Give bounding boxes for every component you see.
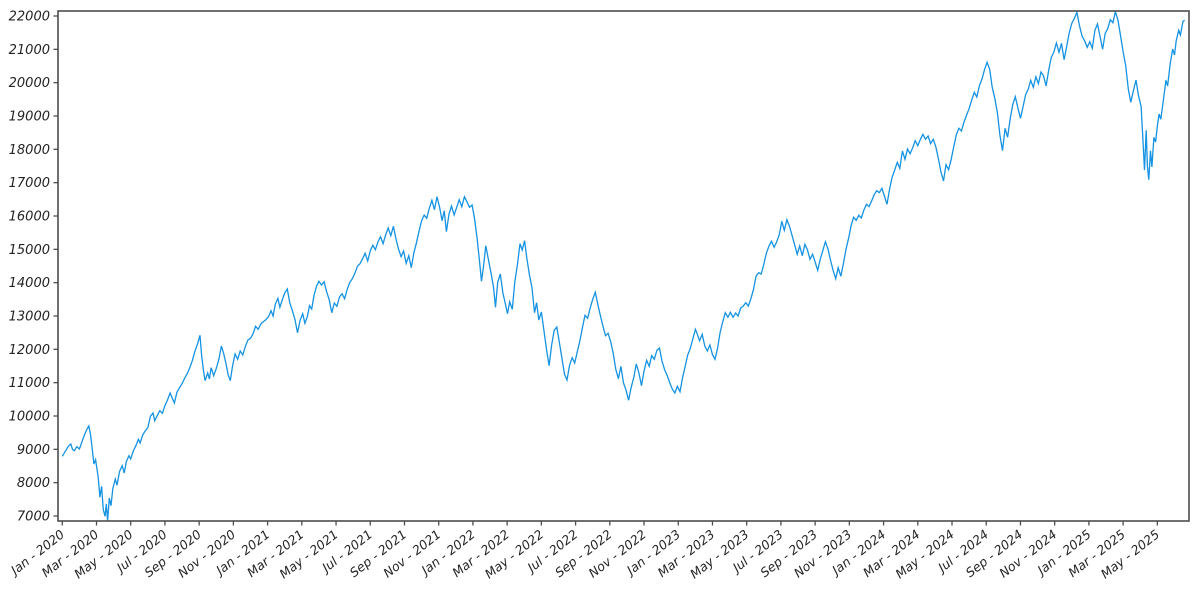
y-axis-tick-label: 7000 — [17, 510, 50, 525]
y-axis-tick-label: 16000 — [9, 210, 50, 225]
y-axis-tick-label: 21000 — [9, 43, 50, 58]
y-axis-tick-label: 20000 — [9, 76, 50, 91]
price-line — [61, 11, 1186, 521]
y-axis-tick-label: 15000 — [9, 243, 50, 258]
y-axis-tick-label: 17000 — [9, 176, 50, 191]
y-axis-tick-label: 22000 — [9, 10, 50, 25]
y-axis-tick-label: 10000 — [9, 410, 50, 425]
y-axis-tick-label: 12000 — [9, 343, 50, 358]
y-axis-tick-label: 14000 — [9, 276, 50, 291]
y-axis-tick-label: 13000 — [9, 310, 50, 325]
y-axis-tick-label: 9000 — [17, 443, 50, 458]
y-axis-tick-label: 8000 — [17, 476, 50, 491]
plot-border — [57, 10, 1190, 522]
y-axis-tick-label: 11000 — [9, 376, 50, 391]
y-axis-tick-label: 19000 — [9, 110, 50, 125]
y-axis-tick-label: 18000 — [9, 143, 50, 158]
